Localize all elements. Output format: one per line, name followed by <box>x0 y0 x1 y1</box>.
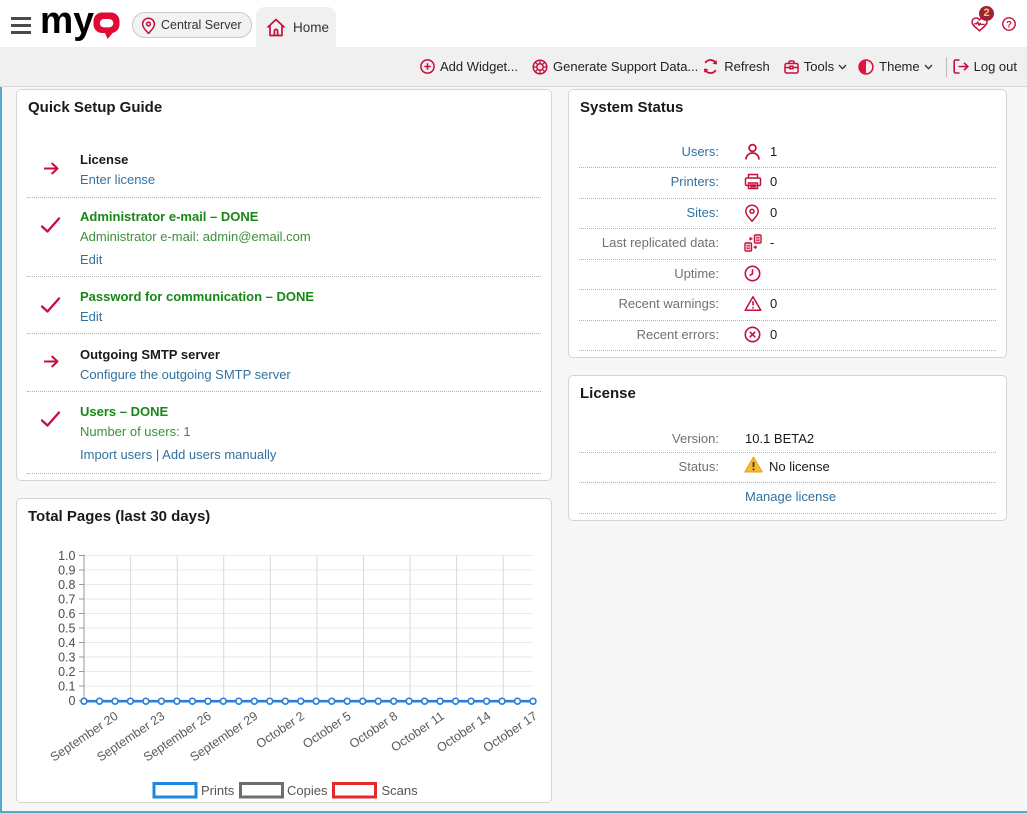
svg-text:0.4: 0.4 <box>58 636 75 650</box>
svg-text:my: my <box>41 8 94 41</box>
svg-text:?: ? <box>1006 19 1012 30</box>
svg-text:0.5: 0.5 <box>58 621 75 635</box>
svg-text:0.8: 0.8 <box>58 578 75 592</box>
svg-text:1.0: 1.0 <box>58 549 75 563</box>
svg-text:October 5: October 5 <box>300 709 353 751</box>
svg-text:0.2: 0.2 <box>58 665 75 679</box>
svg-text:Copies: Copies <box>287 783 328 798</box>
svg-text:0.3: 0.3 <box>58 650 75 664</box>
svg-text:0.6: 0.6 <box>58 607 75 621</box>
svg-text:Prints: Prints <box>201 783 235 798</box>
svg-text:October 2: October 2 <box>254 709 307 751</box>
svg-text:0.7: 0.7 <box>58 592 75 606</box>
svg-text:0.9: 0.9 <box>58 563 75 577</box>
svg-text:0: 0 <box>69 694 76 708</box>
svg-text:Scans: Scans <box>382 783 419 798</box>
svg-text:0.1: 0.1 <box>58 679 75 693</box>
